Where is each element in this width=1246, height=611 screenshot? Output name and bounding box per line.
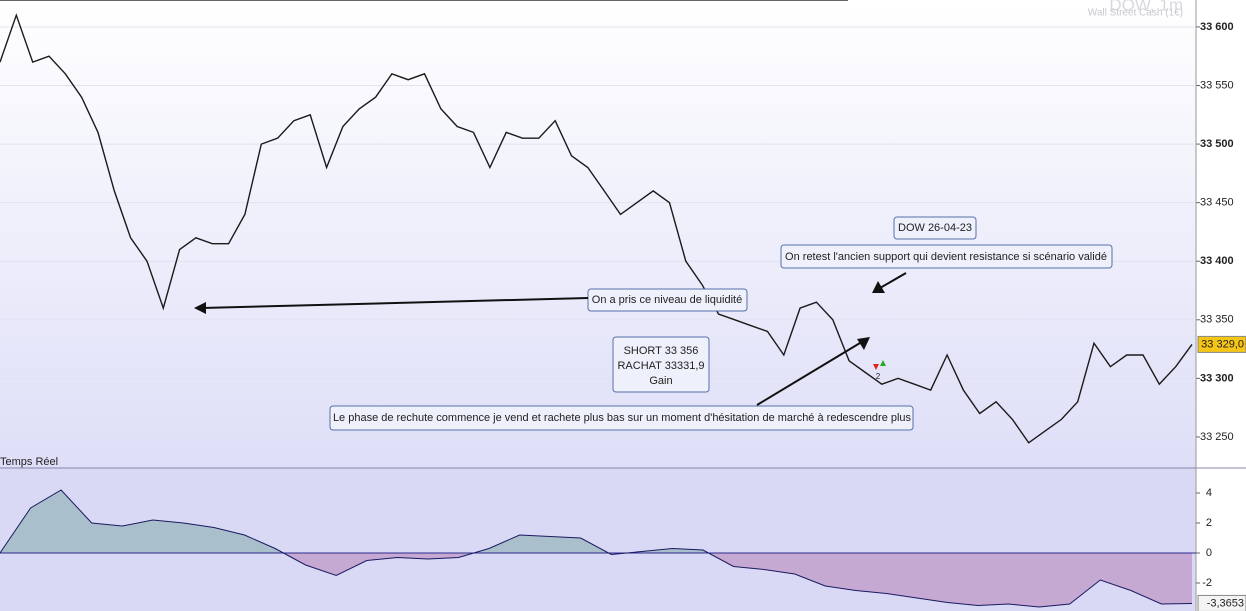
- y-tick-label: 33 500: [1200, 138, 1234, 150]
- annotation: Le phase de rechute commence je vend et …: [333, 412, 912, 424]
- price-panel: [0, 0, 1196, 468]
- y-tick-label: 33 450: [1200, 197, 1234, 209]
- annotation-box: [612, 336, 710, 393]
- y-tick-label: 4: [1206, 487, 1212, 499]
- annotation-box: [329, 405, 914, 431]
- annotation: DOW 26-04-23: [898, 222, 972, 234]
- annotation: RACHAT 33331,9: [617, 360, 704, 372]
- trade-count: 2: [876, 372, 881, 381]
- arrow: [756, 342, 861, 406]
- y-tick-label: -2: [1202, 577, 1212, 589]
- y-tick-label: 0: [1206, 547, 1212, 559]
- arrow-head: [194, 302, 206, 314]
- y-tick-label: 33 400: [1200, 255, 1234, 267]
- buy-icon: [880, 360, 886, 366]
- y-tick-label: 33 550: [1200, 79, 1234, 91]
- annotation: Gain: [649, 375, 672, 387]
- price-line: [0, 13, 1193, 444]
- y-tick-label: 2: [1206, 517, 1212, 529]
- annotations: On a pris ce niveau de liquidité DOW 26-…: [194, 216, 1113, 431]
- annotation-box: [780, 244, 1113, 269]
- arrow: [201, 297, 589, 309]
- chart-title: DOW, 1m: [1109, 0, 1183, 14]
- annotation: SHORT 33 356: [624, 345, 699, 357]
- last-value-label: 33 329,0: [1201, 338, 1244, 350]
- indicator-title: Temps Réel: [0, 456, 58, 468]
- chart-subtitle: Wall Street Cash (1€): [1088, 8, 1183, 19]
- annotation: On a pris ce niveau de liquidité: [592, 294, 742, 306]
- y-tick-label: 33 250: [1200, 431, 1234, 443]
- last-value-label: -3,3653: [1207, 597, 1244, 609]
- area-positive: [0, 490, 1192, 553]
- area-negative: [0, 553, 1192, 607]
- indicator-line: [0, 489, 1193, 608]
- y-tick-label: 33 350: [1200, 314, 1234, 326]
- annotation-box: [587, 288, 748, 312]
- arrow-head: [872, 281, 885, 293]
- y-tick-label: 33 300: [1200, 372, 1234, 384]
- axis-area: [1196, 0, 1246, 611]
- arrow-head: [857, 337, 870, 350]
- arrow: [879, 272, 907, 289]
- last-value-box: [1197, 594, 1246, 611]
- annotation-box: [893, 216, 977, 240]
- y-tick-label: 33 600: [1200, 21, 1234, 33]
- sell-icon: [873, 364, 879, 370]
- annotation: On retest l'ancien support qui devient r…: [785, 251, 1107, 263]
- last-value-box: [1197, 335, 1246, 353]
